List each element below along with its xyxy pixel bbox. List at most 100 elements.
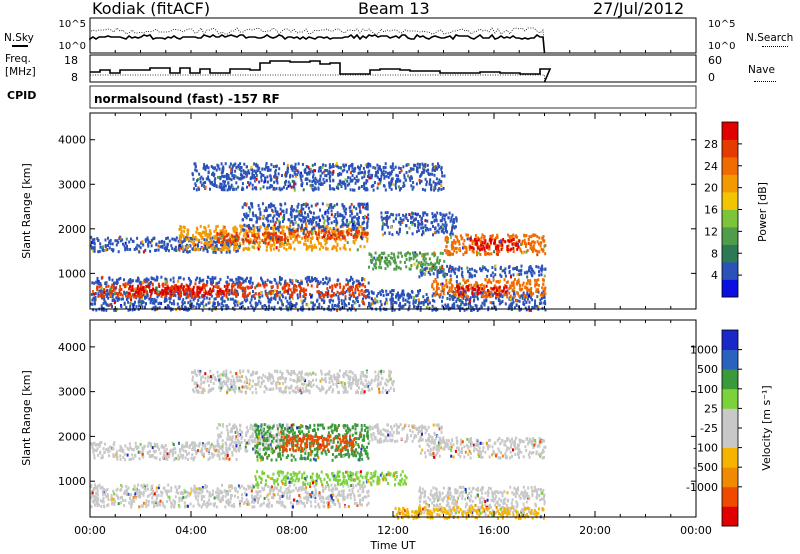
data-cell [523,235,526,239]
data-cell [491,301,493,305]
data-cell [458,248,460,252]
data-cell [194,282,197,286]
data-cell [99,282,102,285]
data-cell [326,203,329,207]
data-cell [364,214,366,218]
data-cell [516,273,519,277]
data-cell [97,282,100,285]
data-cell [252,294,255,298]
data-cell [247,169,250,173]
data-cell [281,216,284,220]
data-cell [469,238,472,242]
data-cell [366,239,369,243]
data-cell [192,292,195,296]
data-cell [439,293,442,296]
data-cell [386,215,388,218]
data-cell [270,232,273,236]
data-cell [201,302,204,306]
data-cell [196,179,198,183]
data-cell [349,164,352,168]
data-cell [346,179,349,183]
data-cell [287,287,290,291]
data-cell [137,289,140,293]
data-cell [111,305,113,308]
data-cell [368,169,371,173]
data-cell [470,246,473,250]
data-cell [131,284,134,288]
data-cell [278,281,281,285]
data-cell [304,170,306,174]
data-cell [534,304,537,308]
data-cell [279,207,282,211]
data-cell [251,205,254,209]
data-cell [220,182,223,186]
data-cell [418,301,420,305]
data-cell [305,165,308,168]
data-cell [214,240,217,244]
data-cell [462,253,465,257]
data-cell [114,239,117,243]
data-cell [519,247,522,251]
data-cell [324,169,327,172]
data-cell [529,290,531,294]
data-cell [191,237,194,241]
data-cell [269,168,272,172]
data-cell [225,177,228,181]
data-cell [230,178,233,182]
data-cell [352,220,355,224]
data-cell [105,308,108,312]
data-cell [383,302,386,306]
data-cell [383,176,386,180]
data-cell [250,218,253,222]
data-cell [249,218,251,222]
data-cell [254,292,257,296]
data-cell [380,168,383,172]
data-cell [342,288,345,292]
data-cell [481,243,484,246]
data-cell [229,240,232,244]
data-cell [235,181,238,185]
data-cell [321,214,324,218]
data-cell [289,278,292,282]
data-cell [451,232,454,236]
data-cell [226,188,229,192]
data-cell [112,248,115,252]
data-cell [109,294,112,298]
data-cell [385,174,388,178]
data-cell [167,249,170,253]
data-cell [247,214,250,218]
data-cell [440,167,443,171]
data-cell [306,230,309,234]
data-cell [319,174,322,178]
data-cell [449,274,452,278]
data-cell [236,303,239,307]
data-cell [416,294,419,297]
data-cell [313,187,315,191]
data-cell [443,224,446,228]
data-cell [146,290,149,294]
data-cell [186,236,189,240]
data-cell [287,302,290,306]
data-cell [271,184,274,188]
data-cell [334,304,336,307]
data-cell [363,245,366,249]
data-cell [267,231,270,235]
data-cell [195,238,198,242]
data-cell [474,234,477,237]
data-cell [246,185,248,189]
noise-panel-frame [89,17,697,54]
data-cell [385,256,388,260]
data-cell [399,260,402,264]
data-cell [352,291,354,295]
data-cell [248,226,251,230]
data-cell [342,220,345,224]
data-cell [128,285,131,289]
data-cell [293,186,296,190]
data-cell [349,210,352,214]
data-cell [322,282,325,286]
data-cell [543,299,546,303]
data-cell [182,298,185,302]
data-cell [329,170,331,174]
data-cell [440,289,443,293]
data-cell [270,248,273,252]
